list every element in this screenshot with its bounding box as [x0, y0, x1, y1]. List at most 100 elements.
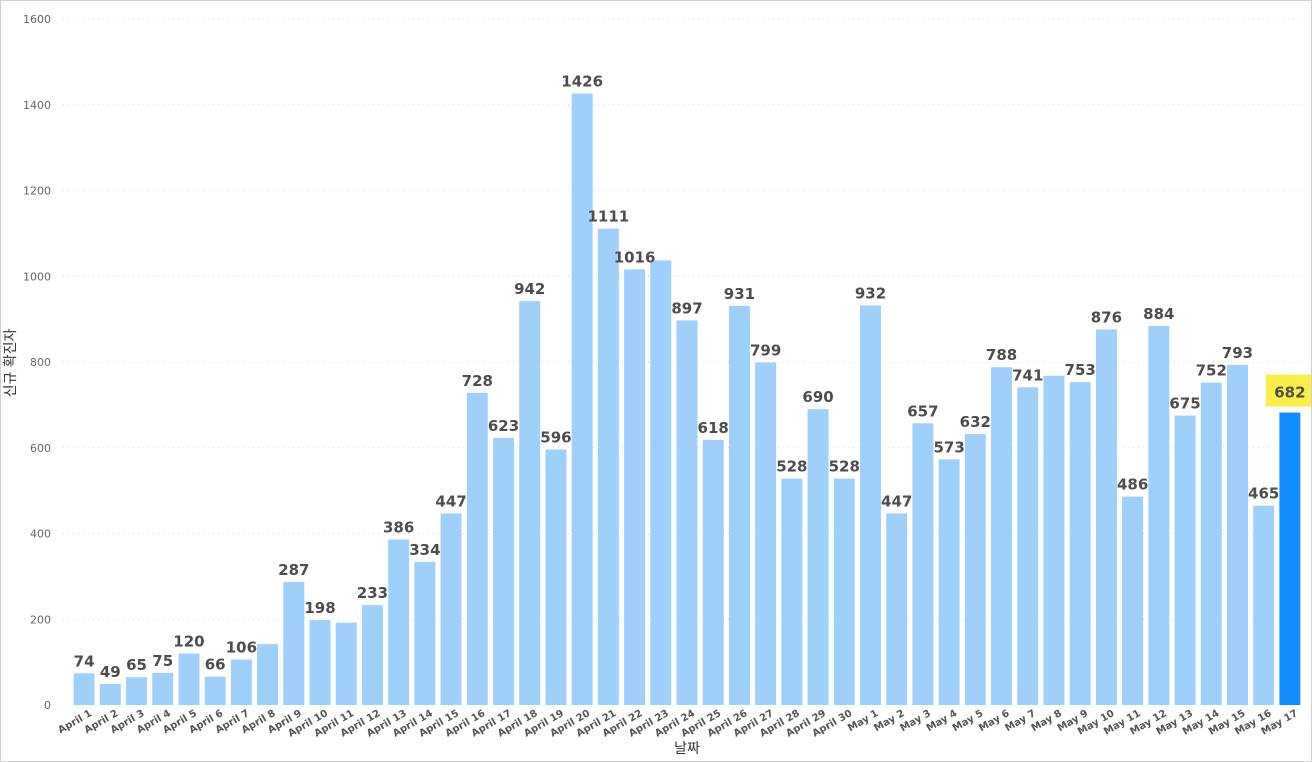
data-label: 876	[1091, 308, 1122, 326]
data-label: 65	[126, 656, 147, 674]
data-label: 334	[409, 541, 440, 559]
bar[interactable]	[361, 605, 383, 705]
data-label: 623	[488, 417, 519, 435]
y-axis-ticks: 0 200 400 600 800 1000 1200 1400 1600	[23, 13, 51, 712]
bar[interactable]	[571, 93, 593, 706]
bar[interactable]	[126, 677, 148, 705]
bar[interactable]	[309, 620, 331, 705]
data-label: 106	[226, 639, 257, 657]
bar[interactable]	[781, 478, 803, 705]
bar[interactable]	[283, 581, 305, 705]
bar[interactable]	[152, 672, 174, 705]
data-label: 573	[933, 438, 964, 456]
bar[interactable]	[99, 683, 121, 705]
y-tick-label: 600	[30, 442, 51, 455]
data-label: 675	[1169, 395, 1200, 413]
bars	[73, 93, 1301, 706]
bar[interactable]	[545, 449, 567, 705]
bar[interactable]	[964, 434, 986, 705]
x-axis-title: 날짜	[674, 741, 700, 757]
bar[interactable]	[624, 269, 646, 705]
data-label: 528	[776, 458, 807, 476]
bar[interactable]	[755, 362, 777, 705]
bar[interactable]	[1043, 375, 1065, 705]
data-label: 690	[802, 388, 833, 406]
data-label: 528	[829, 458, 860, 476]
data-label: 447	[435, 492, 466, 510]
bar[interactable]	[414, 561, 436, 705]
bar[interactable]	[860, 305, 881, 705]
bar[interactable]	[938, 459, 960, 705]
bar[interactable]	[886, 513, 908, 705]
data-label: 788	[986, 346, 1017, 364]
data-label: 66	[205, 656, 226, 674]
bar[interactable]	[1069, 382, 1091, 705]
bar[interactable]	[204, 676, 226, 705]
bar[interactable]	[1253, 505, 1275, 705]
y-tick-label: 1600	[23, 13, 51, 26]
bar[interactable]	[493, 437, 514, 705]
bar[interactable]	[833, 478, 855, 705]
data-label: 618	[698, 419, 729, 437]
data-label: 793	[1222, 344, 1253, 362]
bar[interactable]	[466, 392, 488, 705]
data-label: 1111	[587, 208, 629, 226]
y-tick-label: 200	[30, 613, 51, 626]
bar[interactable]	[257, 644, 279, 705]
data-label: 799	[750, 341, 781, 359]
bar[interactable]	[1174, 415, 1196, 705]
data-label: 75	[152, 652, 173, 670]
bar[interactable]	[1279, 412, 1301, 705]
data-label: 753	[1065, 361, 1096, 379]
data-label: 942	[514, 280, 545, 298]
y-tick-label: 800	[30, 356, 51, 369]
data-label: 120	[173, 633, 204, 651]
data-label: 1016	[614, 248, 656, 266]
data-label: 632	[960, 413, 991, 431]
bar[interactable]	[388, 539, 410, 705]
data-label: 198	[304, 599, 335, 617]
data-label: 49	[100, 663, 121, 681]
bar[interactable]	[728, 305, 750, 705]
bar[interactable]	[335, 622, 357, 705]
data-label: 596	[540, 428, 571, 446]
highlight-label-background	[1265, 374, 1311, 407]
bar[interactable]	[807, 409, 829, 705]
bar[interactable]	[1226, 365, 1248, 705]
data-label: 233	[357, 584, 388, 602]
data-label: 74	[74, 652, 95, 670]
bar[interactable]	[440, 513, 462, 705]
bar[interactable]	[676, 320, 698, 705]
data-label: 657	[907, 402, 938, 420]
data-label: 741	[1012, 366, 1043, 384]
bar[interactable]	[230, 659, 252, 705]
y-tick-label: 1200	[23, 185, 51, 198]
bar[interactable]	[1095, 329, 1117, 705]
bar[interactable]	[991, 367, 1013, 705]
bar[interactable]	[1017, 387, 1039, 705]
data-label: 386	[383, 519, 414, 537]
bar[interactable]	[519, 301, 541, 705]
y-axis-title: 신규 확진자	[3, 328, 19, 397]
bar[interactable]	[1148, 325, 1170, 705]
bar[interactable]	[912, 423, 934, 705]
y-tick-label: 1400	[23, 99, 51, 112]
bar[interactable]	[1200, 382, 1222, 705]
data-label: 486	[1117, 476, 1148, 494]
y-tick-label: 1000	[23, 270, 51, 283]
bar[interactable]	[597, 228, 619, 705]
bar[interactable]	[1122, 496, 1144, 705]
bar[interactable]	[178, 653, 200, 705]
data-label: 884	[1143, 305, 1174, 323]
data-label: 752	[1196, 362, 1227, 380]
data-label: 728	[462, 372, 493, 390]
data-label: 931	[724, 285, 755, 303]
bar[interactable]	[702, 440, 724, 705]
data-label: 287	[278, 561, 309, 579]
bar[interactable]	[73, 673, 95, 705]
bar[interactable]	[650, 260, 672, 705]
